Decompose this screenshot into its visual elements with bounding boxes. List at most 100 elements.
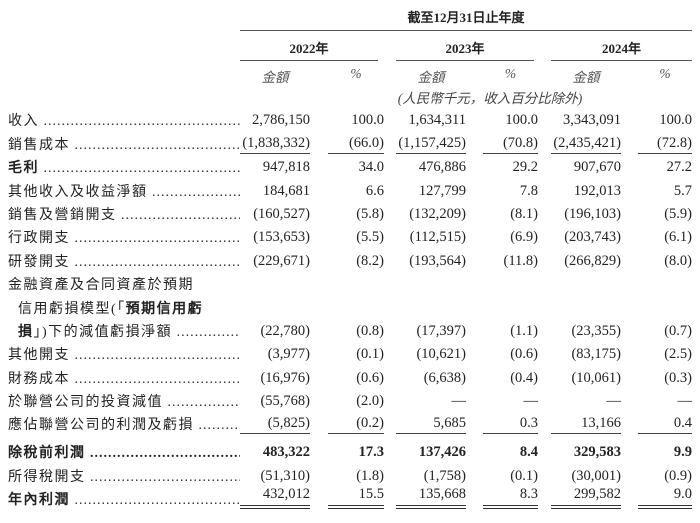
percent-cell: 100.0: [351, 112, 384, 129]
amount-cell: (112,515): [409, 229, 466, 246]
percent-cell: (5.5): [356, 229, 384, 246]
percent-cell: 6.6: [365, 182, 384, 199]
percent-cell: (0.2): [328, 415, 384, 435]
amount-cell: (1,157,425): [396, 135, 466, 154]
percent-cell: (0.1): [356, 346, 384, 363]
amount-cell: 907,670: [573, 159, 621, 176]
table-row: 應佔聯營公司的利潤及虧損 (5,825) (0.2) 5,685 0.3 13,166 0.…: [0, 411, 700, 435]
amount-cell: (193,564): [409, 252, 466, 269]
percent-cell: (8.2): [356, 252, 384, 269]
row-label: 信用虧損模型(「預期信用虧: [0, 298, 240, 318]
percent-cell: (8.1): [510, 205, 538, 222]
row-label: 除稅前利潤: [0, 442, 240, 462]
row-label-text: 其他收入及收益淨額: [8, 184, 148, 200]
amount-cell: (2,435,421): [551, 135, 621, 154]
pct-header: %: [659, 66, 671, 81]
year-divider: [396, 60, 534, 61]
row-label-text: 所得稅開支: [8, 469, 86, 485]
amount-cell: [240, 293, 310, 294]
amount-cell: 137,426: [418, 444, 466, 461]
percent-cell: (5.8): [356, 205, 384, 222]
percent-cell: 0.4: [638, 415, 692, 435]
row-label-text: 財務成本: [8, 371, 70, 387]
amount-cell: (55,768): [260, 393, 310, 410]
row-label: 金融資產及合同資產於預期: [0, 274, 240, 294]
percent-cell: 8.3: [483, 486, 538, 510]
row-label: 其他收入及收益淨額: [0, 181, 240, 201]
amount-cell: (160,527): [253, 205, 310, 222]
table-row: 金融資產及合同資產於預期: [0, 271, 700, 294]
year-2024: 2024年: [601, 41, 641, 56]
amount-cell: (51,310): [260, 467, 310, 484]
amount-cell: 329,583: [573, 444, 621, 461]
amount-cell: (10,621): [416, 346, 466, 363]
amount-cell: 947,818: [262, 159, 310, 176]
amount-header: 金額: [261, 70, 289, 85]
amount-cell: 476,886: [418, 159, 466, 176]
percent-cell: 17.3: [358, 444, 384, 461]
percent-cell: 8.4: [519, 444, 538, 461]
percent-cell: 5.7: [673, 182, 692, 199]
table-row: 其他開支 (3,977) (0.1) (10,621) (0.6) (83,175) (2.…: [0, 341, 700, 364]
row-label-text: 損: [18, 324, 34, 340]
year-divider: [240, 60, 378, 61]
row-label-text: 研發開支: [8, 254, 70, 270]
row-label-text: 金融資產及合同資產於預期: [8, 278, 194, 294]
table-row: 銷售成本 (1,838,332) (66.0) (1,157,425) (70.8) (2…: [0, 130, 700, 154]
amount-cell: (22,780): [260, 322, 310, 339]
table-row: 財務成本 (16,976) (0.6) (6,638) (0.4) (10,061) (0.…: [0, 364, 700, 387]
row-label: 年內利潤: [0, 489, 240, 509]
amount-cell: [396, 317, 466, 318]
row-label-text: 信用虧損模型(「: [18, 301, 126, 317]
amount-cell: 299,582: [551, 486, 621, 510]
row-label: 其他開支: [0, 344, 240, 364]
amount-cell: 432,012: [240, 486, 310, 510]
amount-cell: 135,668: [396, 486, 466, 510]
percent-cell: (11.8): [503, 252, 539, 269]
percent-cell: (2.0): [356, 393, 384, 410]
amount-cell: (203,743): [564, 229, 621, 246]
amount-cell: (266,829): [564, 252, 621, 269]
percent-cell: [328, 293, 384, 294]
percent-cell: 29.2: [512, 159, 538, 176]
table-row: 收入 2,786,150 100.0 1,634,311 100.0 3,343,091 1…: [0, 107, 700, 130]
amount-cell: 184,681: [262, 182, 310, 199]
table-row: 除稅前利潤 483,322 17.3 137,426 8.4 329,583 9.9: [0, 434, 700, 462]
row-label-text: 毛利: [8, 161, 39, 177]
percent-cell: 100.0: [659, 112, 692, 129]
row-label: 研發開支: [0, 251, 240, 271]
year-2023: 2023年: [445, 41, 485, 56]
table-row: 毛利 947,818 34.0 476,886 29.2 907,670 27.2: [0, 154, 700, 177]
amount-cell: 3,343,091: [563, 112, 621, 129]
amount-cell: (196,103): [564, 205, 621, 222]
percent-cell: [638, 293, 692, 294]
percent-cell: (66.0): [328, 135, 384, 154]
period-header: 截至12月31日止年度: [407, 10, 525, 25]
percent-cell: (5.9): [664, 205, 692, 222]
percent-cell: (72.8): [638, 135, 692, 154]
row-label: 於聯營公司的投資減值: [0, 391, 240, 411]
amount-cell: [396, 293, 466, 294]
amount-cell: (6,638): [423, 369, 466, 386]
percent-cell: [328, 317, 384, 318]
row-label: 財務成本: [0, 368, 240, 388]
percent-cell: (6.1): [664, 229, 692, 246]
amount-cell: 127,799: [418, 182, 466, 199]
pct-header: %: [504, 66, 517, 81]
row-label: 銷售及營銷開支: [0, 204, 240, 224]
row-label: 損」)下的減值虧損淨額: [0, 321, 240, 341]
percent-cell: (0.4): [510, 369, 538, 386]
amount-cell: 13,166: [551, 415, 621, 435]
percent-cell: 7.8: [519, 182, 538, 199]
percent-cell: (0.9): [664, 467, 692, 484]
row-label: 銷售成本: [0, 134, 240, 154]
amount-cell: (1,758): [423, 467, 466, 484]
percent-cell: 9.0: [638, 486, 692, 510]
table-row: 行政開支 (153,653) (5.5) (112,515) (6.9) (203,743…: [0, 224, 700, 247]
table-row: 於聯營公司的投資減值 (55,768) (2.0) — — — —: [0, 388, 700, 411]
percent-cell: 15.5: [328, 486, 384, 510]
table-row: 所得稅開支 (51,310) (1.8) (1,758) (0.1) (30,001) (0…: [0, 462, 700, 485]
percent-cell: 0.3: [483, 415, 538, 435]
row-label-text: 應佔聯營公司的利潤及虧損: [8, 418, 194, 434]
amount-cell: (5,825): [240, 415, 310, 435]
